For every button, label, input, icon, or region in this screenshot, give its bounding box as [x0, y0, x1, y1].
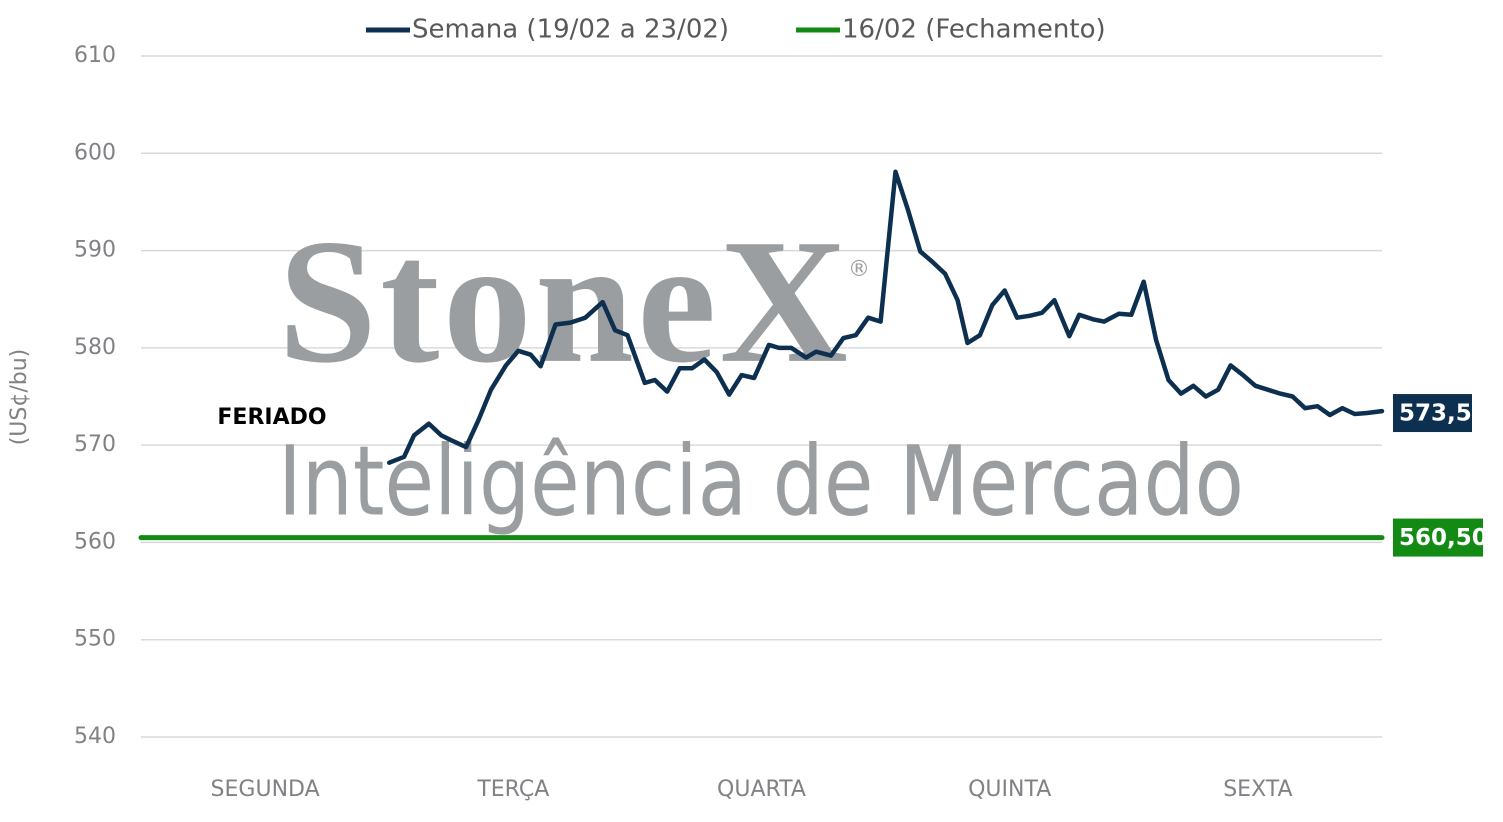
legend-label: Semana (19/02 a 23/02) [412, 15, 729, 45]
value-label-text: 560,50 [1399, 525, 1488, 551]
series-line [386, 169, 1385, 465]
watermark-tagline: Inteligência de Mercado [278, 425, 1244, 537]
x-tick-label: QUARTA [717, 777, 806, 802]
annotation: FERIADO [217, 405, 326, 430]
value-label-box [1393, 394, 1472, 433]
x-tick-label: TERÇA [476, 777, 549, 802]
legend-label: 16/02 (Fechamento) [842, 15, 1106, 45]
value-label-text: 573,5 [1399, 401, 1472, 427]
value-label: 573,5 [1393, 394, 1472, 433]
x-tick-label: SEGUNDA [211, 777, 320, 802]
y-tick-label: 580 [74, 335, 116, 360]
x-tick-label: SEXTA [1223, 777, 1292, 802]
y-tick-label: 570 [74, 432, 116, 457]
y-axis-label: (US¢/bu) [7, 349, 32, 446]
y-tick-label: 540 [74, 724, 116, 749]
x-tick-label: QUINTA [968, 777, 1051, 802]
y-tick-label: 600 [74, 140, 116, 165]
watermark-brand: StoneX [278, 202, 848, 400]
value-label-box [1393, 518, 1483, 557]
y-tick-label: 560 [74, 529, 116, 554]
y-tick-label: 590 [74, 238, 116, 263]
watermark-mark: ® [848, 257, 870, 282]
y-tick-label: 610 [74, 43, 116, 68]
y-tick-label: 550 [74, 627, 116, 652]
value-label: 560,50 [1393, 518, 1488, 557]
